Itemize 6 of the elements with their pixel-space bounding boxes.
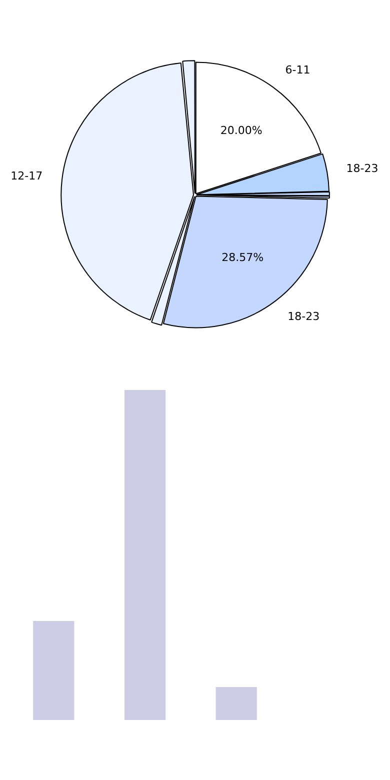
data-label: 28.57% (222, 250, 264, 264)
data-label: 20.00% (220, 124, 262, 138)
slice-label: 18-23 (346, 162, 378, 175)
slice-label: 6-11 (285, 64, 310, 77)
slice-label: 18-23 (288, 310, 320, 324)
slice-label: 12-17 (10, 170, 43, 183)
